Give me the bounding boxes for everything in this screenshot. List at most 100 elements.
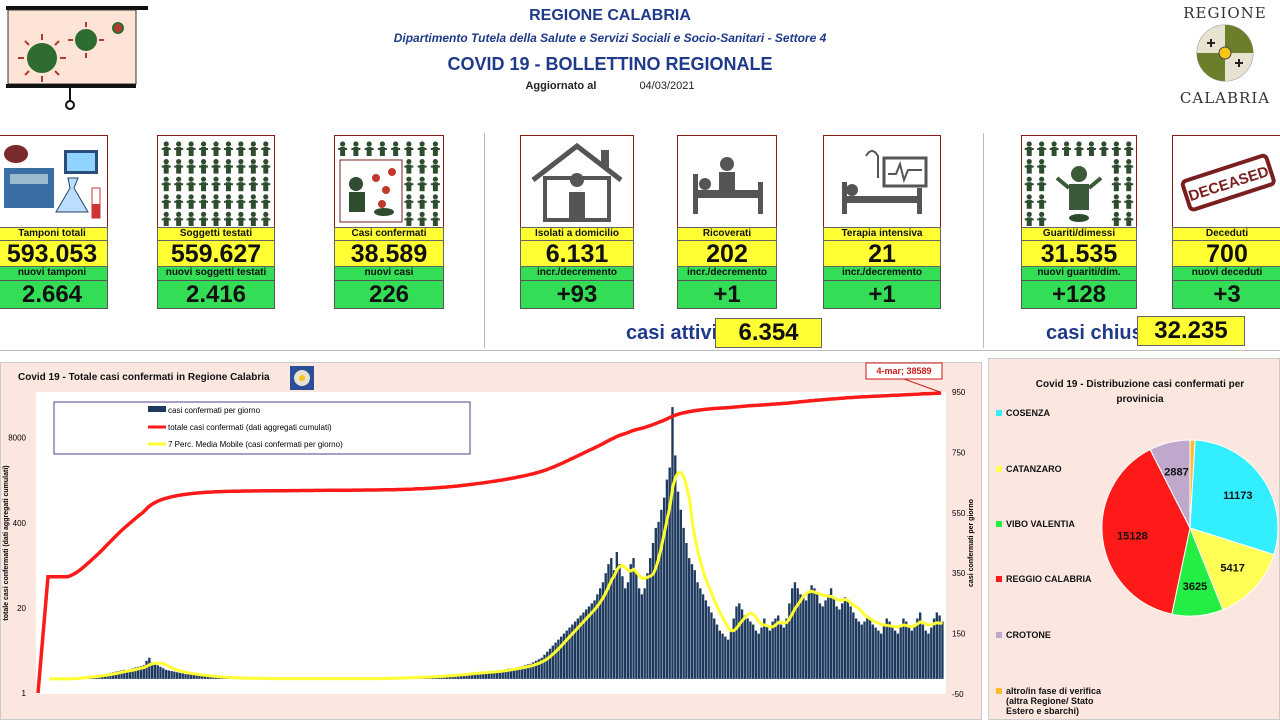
people-grid-icon — [157, 135, 275, 227]
person-figure — [223, 193, 233, 209]
daily-case-bar — [860, 624, 863, 679]
daily-case-bar — [935, 612, 939, 679]
daily-case-bar — [654, 527, 657, 679]
daily-case-bar — [829, 588, 833, 679]
daily-case-bar — [796, 588, 799, 679]
daily-case-bar — [877, 630, 880, 679]
person-figure — [161, 211, 171, 226]
stat-soggetti-testati: Soggetti testati 559.627 nuovi soggetti … — [157, 135, 275, 309]
daily-case-bar — [148, 657, 151, 679]
person-figure — [236, 193, 246, 209]
daily-case-bar — [838, 609, 841, 679]
daily-case-bar — [573, 621, 577, 679]
stat-label: Soggetti testati — [157, 227, 275, 241]
pie-slice — [1189, 439, 1279, 556]
stat-value: 21 — [823, 241, 941, 267]
daily-case-bar — [587, 606, 591, 679]
daily-case-bar — [571, 624, 574, 679]
daily-case-bar — [668, 467, 671, 679]
daily-case-bar — [546, 651, 549, 679]
daily-case-bar — [732, 618, 735, 679]
person-figure — [417, 140, 427, 156]
daily-case-bar — [468, 673, 471, 679]
daily-case-bar — [114, 671, 118, 679]
stat-tamponi-totali: Tamponi totali 593.053 nuovi tamponi 2.6… — [0, 135, 108, 309]
person-figure — [199, 211, 209, 226]
daily-case-bar — [484, 671, 488, 679]
daily-case-bar — [640, 594, 644, 679]
person-figure — [236, 211, 246, 226]
person-figure — [223, 140, 233, 156]
daily-case-bar — [752, 624, 755, 679]
region-title: REGIONE CALABRIA — [529, 7, 691, 24]
cumulative-total-line — [36, 391, 942, 694]
daily-case-bar — [624, 588, 627, 679]
daily-case-bar — [457, 674, 460, 679]
daily-case-bar — [192, 674, 196, 679]
daily-case-bar — [649, 558, 652, 679]
stat-sub-label: nuovi soggetti testati — [157, 267, 275, 281]
y-left-tick-label: 8000 — [8, 434, 26, 443]
daily-case-bar — [607, 564, 610, 679]
daily-case-bar — [170, 671, 173, 679]
person-figure — [1024, 140, 1034, 156]
daily-case-bar — [646, 573, 649, 679]
person-figure — [223, 158, 233, 174]
stat-sub-label: incr./decremento — [520, 267, 634, 281]
daily-case-bar — [885, 618, 888, 679]
person-figure — [248, 193, 258, 209]
department-subtitle: Dipartimento Tutela della Salute e Servi… — [393, 31, 827, 45]
daily-case-bar — [676, 491, 680, 679]
person-figure — [174, 176, 184, 191]
daily-case-bar — [857, 621, 861, 679]
person-figure — [186, 176, 196, 191]
person-figure — [248, 158, 258, 174]
daily-case-bar — [871, 624, 875, 679]
daily-case-bar — [117, 671, 120, 679]
stat-sub-label: nuovi guariti/dim. — [1021, 267, 1137, 281]
y-right-tick-label: 550 — [952, 509, 966, 518]
daily-case-bar — [637, 588, 641, 679]
daily-case-bar — [462, 673, 465, 679]
daily-case-bar — [799, 594, 802, 679]
daily-case-bar — [771, 621, 774, 679]
person-figure — [161, 158, 171, 174]
daily-case-bar — [579, 615, 582, 679]
daily-case-bar — [184, 674, 187, 679]
person-figure — [430, 211, 440, 226]
daily-case-bar — [203, 676, 207, 679]
stat-label: Guariti/dimessi — [1021, 227, 1137, 241]
daily-case-bar — [785, 618, 788, 679]
bulletin-title: COVID 19 - BOLLETTINO REGIONALE — [447, 54, 773, 74]
daily-case-bar — [123, 669, 126, 679]
stat-deceduti: DECEASED Deceduti 700 nuovi deceduti +3 — [1172, 135, 1280, 309]
person-figure — [161, 176, 171, 191]
daily-case-bar — [930, 627, 933, 679]
person-figure — [1124, 211, 1134, 226]
daily-case-bar — [214, 677, 218, 679]
person-figure — [1124, 176, 1134, 191]
person-figure — [1111, 211, 1121, 226]
daily-case-bar — [738, 603, 741, 679]
daily-case-bar — [662, 497, 666, 679]
person-figure — [223, 176, 233, 191]
legend-text: Estero e sbarchi) — [1006, 706, 1080, 716]
y-right-tick-label: 150 — [952, 630, 966, 639]
person-figure — [223, 211, 233, 226]
daily-case-bar — [790, 588, 794, 679]
y-left-tick-label: 1 — [22, 689, 27, 698]
daily-case-bar — [921, 624, 925, 679]
pie-legend-item: CATANZARO — [996, 464, 1062, 474]
person-figure — [1086, 140, 1096, 156]
daily-case-bar — [880, 633, 883, 679]
daily-case-bar — [557, 639, 560, 679]
daily-case-bar — [156, 665, 159, 679]
daily-case-bar — [521, 666, 524, 679]
daily-case-bar — [682, 527, 685, 679]
updated-line: Aggiornato al 04/03/2021 — [300, 80, 920, 92]
daily-case-bar — [540, 657, 543, 679]
daily-case-bar — [206, 676, 209, 679]
stat-sub-value: +93 — [520, 281, 634, 309]
person-figure — [199, 158, 209, 174]
stat-label: Deceduti — [1172, 227, 1280, 241]
